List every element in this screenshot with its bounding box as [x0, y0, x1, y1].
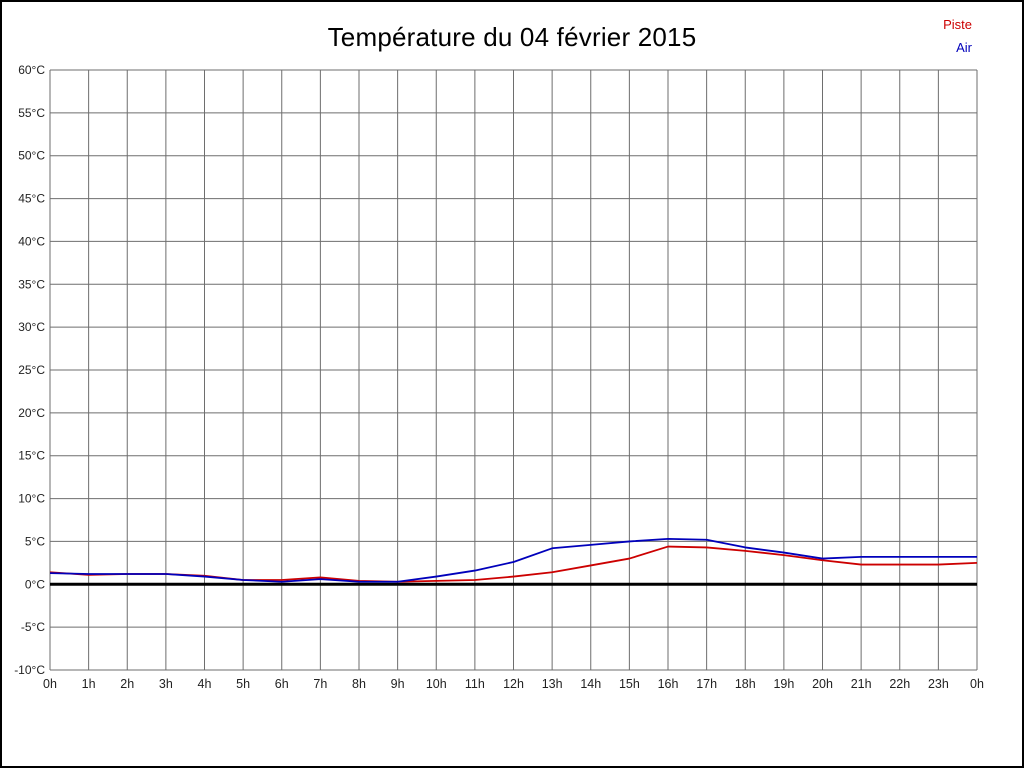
svg-text:10°C: 10°C	[18, 492, 45, 506]
legend-item-air: Air	[956, 40, 972, 55]
svg-text:-5°C: -5°C	[21, 620, 45, 634]
svg-text:0h: 0h	[970, 677, 984, 691]
chart-title: Température du 04 février 2015	[327, 22, 697, 52]
svg-text:25°C: 25°C	[18, 363, 45, 377]
svg-text:0h: 0h	[43, 677, 57, 691]
svg-text:7h: 7h	[313, 677, 327, 691]
chart-legend: Piste Air	[943, 13, 972, 59]
svg-text:15°C: 15°C	[18, 449, 45, 463]
svg-text:55°C: 55°C	[18, 106, 45, 120]
svg-text:20°C: 20°C	[18, 406, 45, 420]
svg-text:3h: 3h	[159, 677, 173, 691]
svg-text:6h: 6h	[275, 677, 289, 691]
svg-text:9h: 9h	[391, 677, 405, 691]
svg-text:17h: 17h	[696, 677, 717, 691]
svg-text:19h: 19h	[773, 677, 794, 691]
svg-text:5h: 5h	[236, 677, 250, 691]
svg-text:50°C: 50°C	[18, 149, 45, 163]
svg-text:23h: 23h	[928, 677, 949, 691]
svg-text:22h: 22h	[889, 677, 910, 691]
svg-text:15h: 15h	[619, 677, 640, 691]
svg-text:40°C: 40°C	[18, 234, 45, 248]
svg-text:60°C: 60°C	[18, 63, 45, 77]
svg-text:8h: 8h	[352, 677, 366, 691]
svg-text:30°C: 30°C	[18, 320, 45, 334]
svg-text:4h: 4h	[198, 677, 212, 691]
svg-text:13h: 13h	[542, 677, 563, 691]
svg-text:18h: 18h	[735, 677, 756, 691]
svg-text:14h: 14h	[580, 677, 601, 691]
svg-text:11h: 11h	[465, 677, 485, 691]
svg-text:20h: 20h	[812, 677, 833, 691]
svg-text:12h: 12h	[503, 677, 524, 691]
legend-item-piste: Piste	[943, 17, 972, 32]
svg-text:0°C: 0°C	[25, 577, 45, 591]
svg-text:5°C: 5°C	[25, 534, 45, 548]
svg-text:16h: 16h	[658, 677, 679, 691]
svg-text:2h: 2h	[120, 677, 134, 691]
svg-text:21h: 21h	[851, 677, 872, 691]
svg-text:35°C: 35°C	[18, 277, 45, 291]
svg-text:10h: 10h	[426, 677, 447, 691]
svg-text:-10°C: -10°C	[14, 663, 45, 677]
svg-text:45°C: 45°C	[18, 192, 45, 206]
svg-text:1h: 1h	[82, 677, 96, 691]
